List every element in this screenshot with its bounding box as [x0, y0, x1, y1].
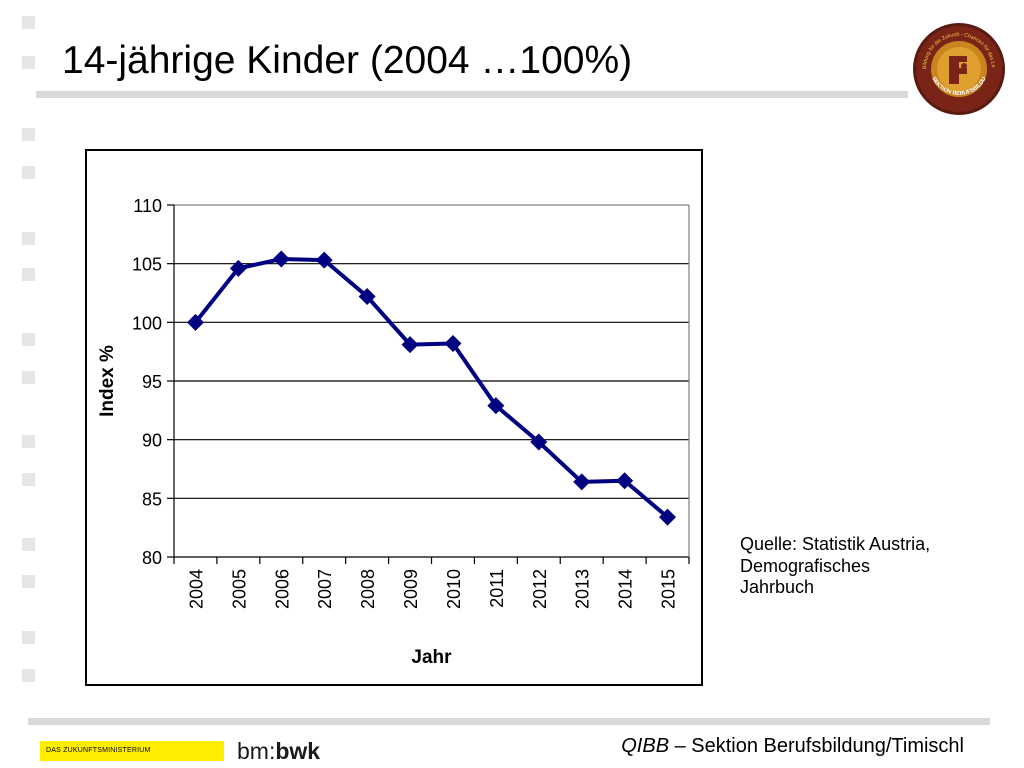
data-point-marker — [229, 259, 247, 277]
x-tick-label: 2010 — [444, 569, 464, 609]
y-tick-label: 100 — [132, 313, 162, 333]
y-tick-label: 105 — [132, 255, 162, 275]
x-tick-label: 2015 — [659, 569, 679, 609]
bullet-square — [22, 371, 35, 384]
source-line: Quelle: Statistik Austria, — [740, 534, 931, 554]
bullet-square — [22, 56, 35, 69]
x-tick-label: 2013 — [573, 569, 593, 609]
bullet-square — [22, 128, 35, 141]
bullet-square — [22, 268, 35, 281]
bm-suffix: bwk — [275, 738, 321, 764]
data-point-marker — [401, 336, 419, 354]
data-point-marker — [487, 397, 505, 415]
x-tick-label: 2014 — [616, 569, 636, 609]
x-tick-label: 2006 — [272, 569, 292, 609]
y-axis-title: Index % — [97, 345, 118, 417]
x-tick-label: 2005 — [229, 569, 249, 609]
sektion-berufsbildung-logo: Bildung für die Zukunft - Chancen für da… — [912, 22, 1005, 115]
bullet-square — [22, 435, 35, 448]
data-point-marker — [444, 334, 462, 352]
source-note: Quelle: Statistik Austria, Demografische… — [740, 534, 930, 599]
footer-credit: QIBB – Sektion Berufsbildung/Timischl — [621, 733, 964, 759]
data-point-marker — [530, 433, 548, 451]
bullet-square — [22, 166, 35, 179]
source-line: Jahrbuch — [740, 577, 815, 597]
y-tick-label: 85 — [142, 489, 162, 509]
y-tick-label: 80 — [142, 548, 162, 568]
bullet-square — [22, 575, 35, 588]
data-point-marker — [573, 473, 591, 491]
y-tick-label: 95 — [142, 372, 162, 392]
data-point-marker — [659, 508, 677, 526]
footer-divider — [28, 718, 990, 725]
x-tick-label: 2007 — [315, 569, 335, 609]
chart-frame: 80 85 90 95 100 105 110 2004 2005 2006 2007 2008 200… — [85, 149, 703, 686]
bullet-square — [22, 473, 35, 486]
title-divider — [36, 91, 908, 98]
bm-prefix: bm: — [237, 738, 276, 764]
data-point-marker — [358, 288, 376, 306]
bullet-square — [22, 232, 35, 245]
x-tick-label: 2004 — [186, 569, 206, 609]
data-point-marker — [272, 250, 290, 268]
x-tick-label: 2011 — [487, 569, 507, 608]
x-axis-title: Jahr — [411, 647, 452, 668]
bmbwk-logo-text: bm:bwk — [237, 736, 320, 766]
bullet-square — [22, 631, 35, 644]
source-line: Demografisches — [740, 555, 871, 576]
credit-text: – Sektion Berufsbildung/Timischl — [669, 735, 964, 757]
data-point-marker — [315, 251, 333, 269]
bullet-square — [22, 538, 35, 551]
x-tick-label: 2012 — [530, 569, 550, 609]
bullet-square — [22, 669, 35, 682]
y-tick-label: 90 — [142, 431, 162, 451]
x-tick-label: 2009 — [401, 569, 421, 609]
y-tick-label: 110 — [133, 196, 162, 216]
data-point-marker — [616, 472, 634, 490]
series-line — [193, 256, 669, 519]
x-tick-label: 2008 — [358, 569, 378, 609]
slide-title: 14-jährige Kinder (2004 …100%) — [62, 39, 633, 82]
qibb-label: QIBB — [621, 735, 670, 757]
bullet-square — [22, 16, 35, 29]
ministry-banner: DAS ZUKUNFTSMINISTERIUM — [40, 741, 224, 761]
line-chart: 80 85 90 95 100 105 110 2004 2005 2006 2007 2008 200… — [97, 196, 690, 668]
bullet-square — [22, 333, 35, 346]
data-point-marker — [186, 313, 204, 331]
